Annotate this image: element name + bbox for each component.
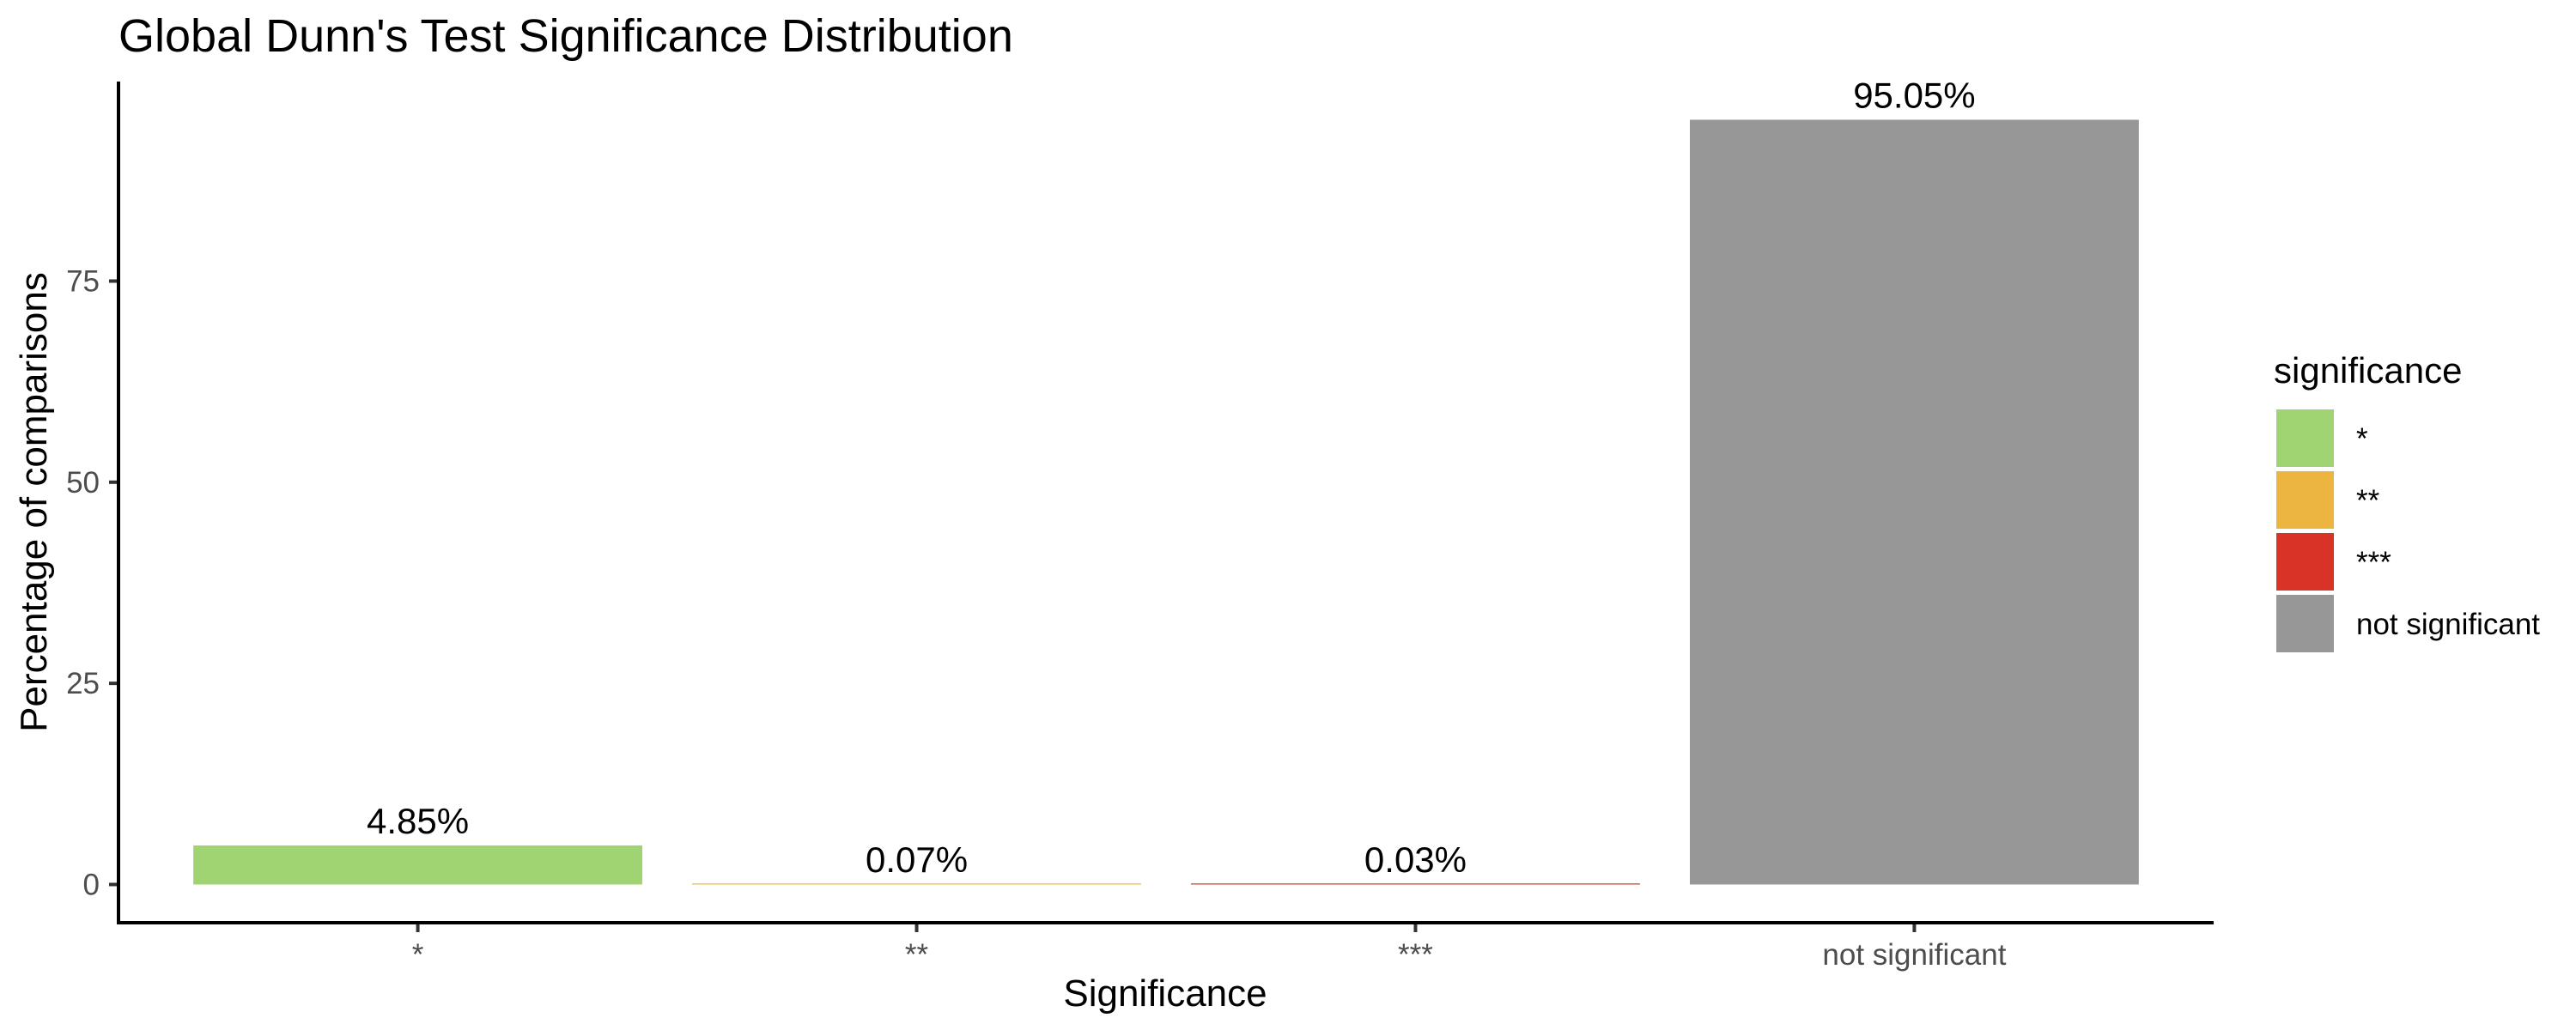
bar-value-label: 0.03% [1364,839,1467,880]
bar-3-star [1191,883,1640,885]
chart-title: Global Dunn's Test Significance Distribu… [118,10,1013,62]
bars-layer: 4.85% 0.07% 0.03% 95.05% [193,76,2139,885]
legend-label: * [2356,422,2368,456]
x-tick-label: not significant [1822,938,2006,972]
legend-label: not significant [2356,608,2540,641]
x-tick-label: *** [1398,938,1433,972]
x-axis-title: Significance [1063,972,1267,1015]
bar-value-label: 4.85% [367,801,469,841]
legend-key-3-star [2276,533,2334,591]
bar-2-star [692,883,1141,885]
legend-title: significance [2274,350,2462,391]
y-tick-label: 25 [66,667,100,700]
bar-1-star [193,845,643,885]
y-tick-label: 0 [83,868,100,901]
y-axis-title: Percentage of comparisons [13,272,55,732]
legend: significance ******not significant [2274,350,2540,652]
y-axis: 0 25 50 75 [66,264,118,901]
legend-key-not-significant [2276,595,2334,652]
y-tick-label: 50 [66,466,100,500]
x-tick-label: * [412,938,424,972]
bar-not-significant [1690,119,2139,885]
bar-value-label: 0.07% [866,839,968,880]
x-axis: * ** *** not significant [412,923,2007,972]
y-tick-label: 75 [66,264,100,298]
legend-key-1-star [2276,409,2334,467]
bar-value-label: 95.05% [1853,76,1975,116]
legend-label: *** [2356,546,2391,579]
x-tick-label: ** [905,938,929,972]
legend-label: ** [2356,484,2380,518]
legend-key-2-star [2276,471,2334,529]
